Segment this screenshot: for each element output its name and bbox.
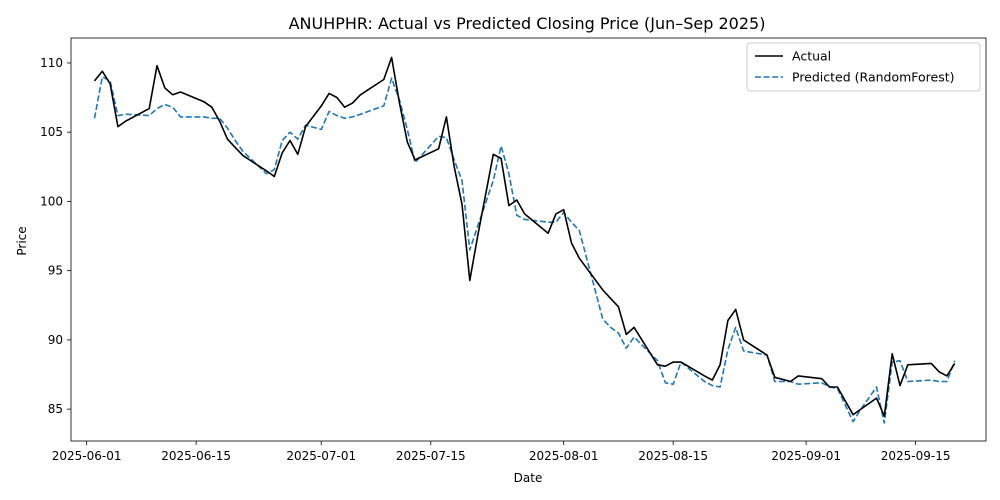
legend: Actual Predicted (RandomForest) [746, 42, 981, 92]
x-tick-label: 2025-07-01 [286, 449, 356, 463]
y-tick-label: 85 [48, 402, 63, 416]
x-tick-label: 2025-06-01 [52, 449, 122, 463]
legend-box [746, 42, 981, 92]
chart-title: ANUHPHR: Actual vs Predicted Closing Pri… [289, 14, 766, 33]
x-tick-label: 2025-09-01 [771, 449, 841, 463]
y-tick-label: 105 [40, 125, 63, 139]
y-tick-label: 100 [40, 194, 63, 208]
legend-label: Predicted (RandomForest) [792, 70, 955, 85]
y-axis-ticks: 85 90 95 100 105 110 [40, 56, 71, 416]
x-tick-label: 2025-08-15 [638, 449, 708, 463]
x-tick-label: 2025-07-15 [396, 449, 466, 463]
x-tick-label: 2025-09-15 [881, 449, 951, 463]
y-tick-label: 90 [48, 333, 63, 347]
x-tick-label: 2025-08-01 [529, 449, 599, 463]
y-axis-label: Price [15, 226, 29, 255]
plot-frame [70, 37, 987, 442]
plot-area [93, 56, 956, 424]
x-axis-label: Date [514, 471, 543, 485]
legend-label: Actual [792, 49, 831, 64]
x-tick-label: 2025-06-15 [161, 449, 231, 463]
predicted-series-line [93, 76, 956, 424]
y-tick-label: 95 [48, 264, 63, 278]
actual-series-line [93, 56, 956, 417]
x-axis-ticks: 2025-06-01 2025-06-15 2025-07-01 2025-07-15… [52, 441, 951, 463]
y-tick-label: 110 [40, 56, 63, 70]
